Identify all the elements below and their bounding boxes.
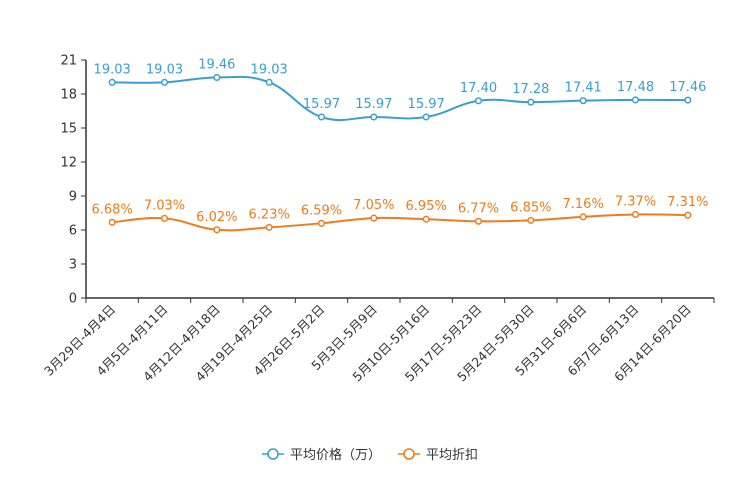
data-point: [422, 215, 430, 223]
data-point: [631, 96, 640, 104]
series-average-discount: 6.68% 7.03% 6.02% 6.23% 6.59% 7.05% 6.95% 6.77%…: [92, 194, 708, 234]
data-label: 19.03: [94, 62, 131, 77]
legend-item[interactable]: 平均折扣: [398, 448, 478, 463]
data-point: [474, 97, 483, 105]
chart-series: 19.03 19.03 19.46 19.03 15.97 15.97 15.97 17.40…: [92, 57, 708, 234]
data-point: [213, 226, 221, 234]
data-label: 6.68%: [92, 202, 133, 217]
legend-label: 平均价格（万）: [290, 447, 381, 463]
data-label: 17.40: [460, 81, 497, 96]
data-label: 6.85%: [510, 200, 551, 215]
data-point: [631, 210, 640, 219]
data-point: [317, 113, 326, 121]
data-point: [579, 97, 587, 105]
data-point: [160, 78, 169, 86]
data-label: 19.46: [198, 57, 235, 72]
y-tick-label: 12: [60, 156, 77, 171]
data-label: 17.46: [669, 80, 706, 95]
data-point: [370, 214, 378, 222]
data-label: 17.41: [565, 81, 602, 96]
legend-marker-icon: [403, 448, 415, 460]
data-label: 15.97: [303, 97, 340, 112]
data-point: [527, 98, 535, 106]
series-line: [112, 75, 688, 122]
data-label: 19.03: [146, 62, 183, 77]
data-point: [265, 78, 273, 86]
y-tick-label: 18: [60, 88, 77, 103]
series-average-price: 19.03 19.03 19.46 19.03 15.97 15.97 15.97 17.40…: [94, 57, 706, 122]
series-line: [112, 213, 688, 232]
y-tick-label: 21: [60, 54, 77, 69]
data-label: 7.05%: [353, 198, 394, 213]
legend-label: 平均折扣: [426, 448, 478, 463]
data-point: [422, 113, 430, 121]
data-point: [474, 217, 483, 225]
data-label: 17.28: [512, 82, 549, 97]
data-label: 6.02%: [196, 210, 237, 225]
y-tick-label: 9: [69, 190, 77, 205]
data-point: [684, 96, 692, 104]
data-point: [213, 73, 221, 82]
data-point: [108, 78, 116, 86]
y-tick-label: 3: [69, 258, 77, 273]
data-point: [265, 223, 273, 231]
y-tick-label: 0: [69, 292, 77, 307]
y-tick-label: 15: [60, 122, 77, 137]
data-label: 6.77%: [458, 201, 499, 216]
data-label: 15.97: [408, 97, 445, 112]
chart-legend[interactable]: 平均价格（万） 平均折扣: [262, 447, 478, 463]
legend-item[interactable]: 平均价格（万）: [262, 447, 381, 463]
data-point: [579, 213, 587, 221]
data-point: [370, 113, 378, 121]
data-point: [527, 216, 535, 224]
data-point: [160, 214, 169, 222]
data-label: 7.37%: [615, 194, 656, 209]
data-label: 6.95%: [406, 199, 447, 214]
data-label: 6.59%: [301, 203, 342, 218]
y-tick-label: 6: [69, 224, 77, 239]
data-label: 7.03%: [144, 198, 185, 213]
data-point: [108, 218, 116, 226]
data-label: 6.23%: [249, 207, 290, 222]
data-label: 7.16%: [563, 197, 604, 212]
data-label: 19.03: [251, 62, 288, 77]
data-point: [684, 211, 692, 219]
data-label: 7.31%: [667, 195, 708, 210]
data-point: [317, 219, 326, 227]
legend-marker-icon: [267, 448, 279, 460]
data-label: 17.48: [617, 80, 654, 95]
data-label: 15.97: [355, 97, 392, 112]
